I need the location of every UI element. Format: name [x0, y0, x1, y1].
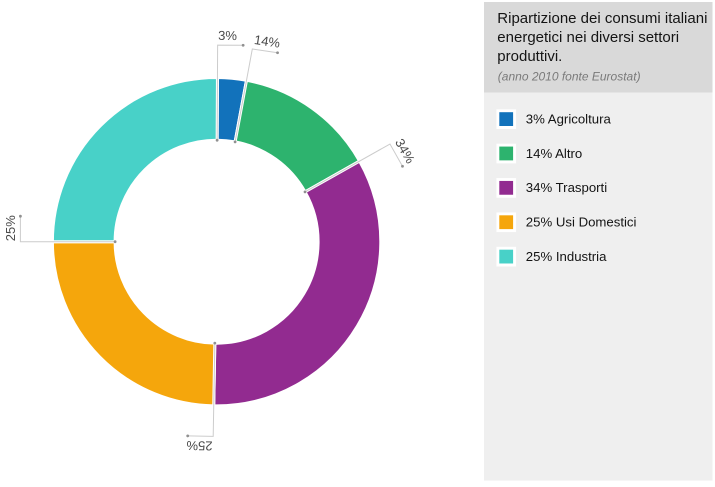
svg-text:14% Altro: 14% Altro: [526, 146, 582, 161]
svg-text:34% Trasporti: 34% Trasporti: [526, 180, 607, 195]
svg-text:produttivi.: produttivi.: [497, 48, 562, 65]
svg-text:25% Industria: 25% Industria: [526, 249, 607, 264]
svg-text:energetici nei diversi settori: energetici nei diversi settori: [497, 29, 679, 46]
svg-text:(anno 2010 fonte Eurostat): (anno 2010 fonte Eurostat): [498, 70, 641, 84]
svg-text:25% Usi Domestici: 25% Usi Domestici: [526, 215, 637, 230]
svg-text:14%: 14%: [253, 32, 281, 51]
svg-text:Ripartizione dei consumi itali: Ripartizione dei consumi italiani: [497, 10, 707, 27]
svg-text:3%: 3%: [218, 28, 237, 43]
svg-text:25%: 25%: [186, 438, 213, 453]
svg-text:25%: 25%: [3, 215, 18, 241]
svg-text:3% Agricoltura: 3% Agricoltura: [526, 111, 612, 126]
